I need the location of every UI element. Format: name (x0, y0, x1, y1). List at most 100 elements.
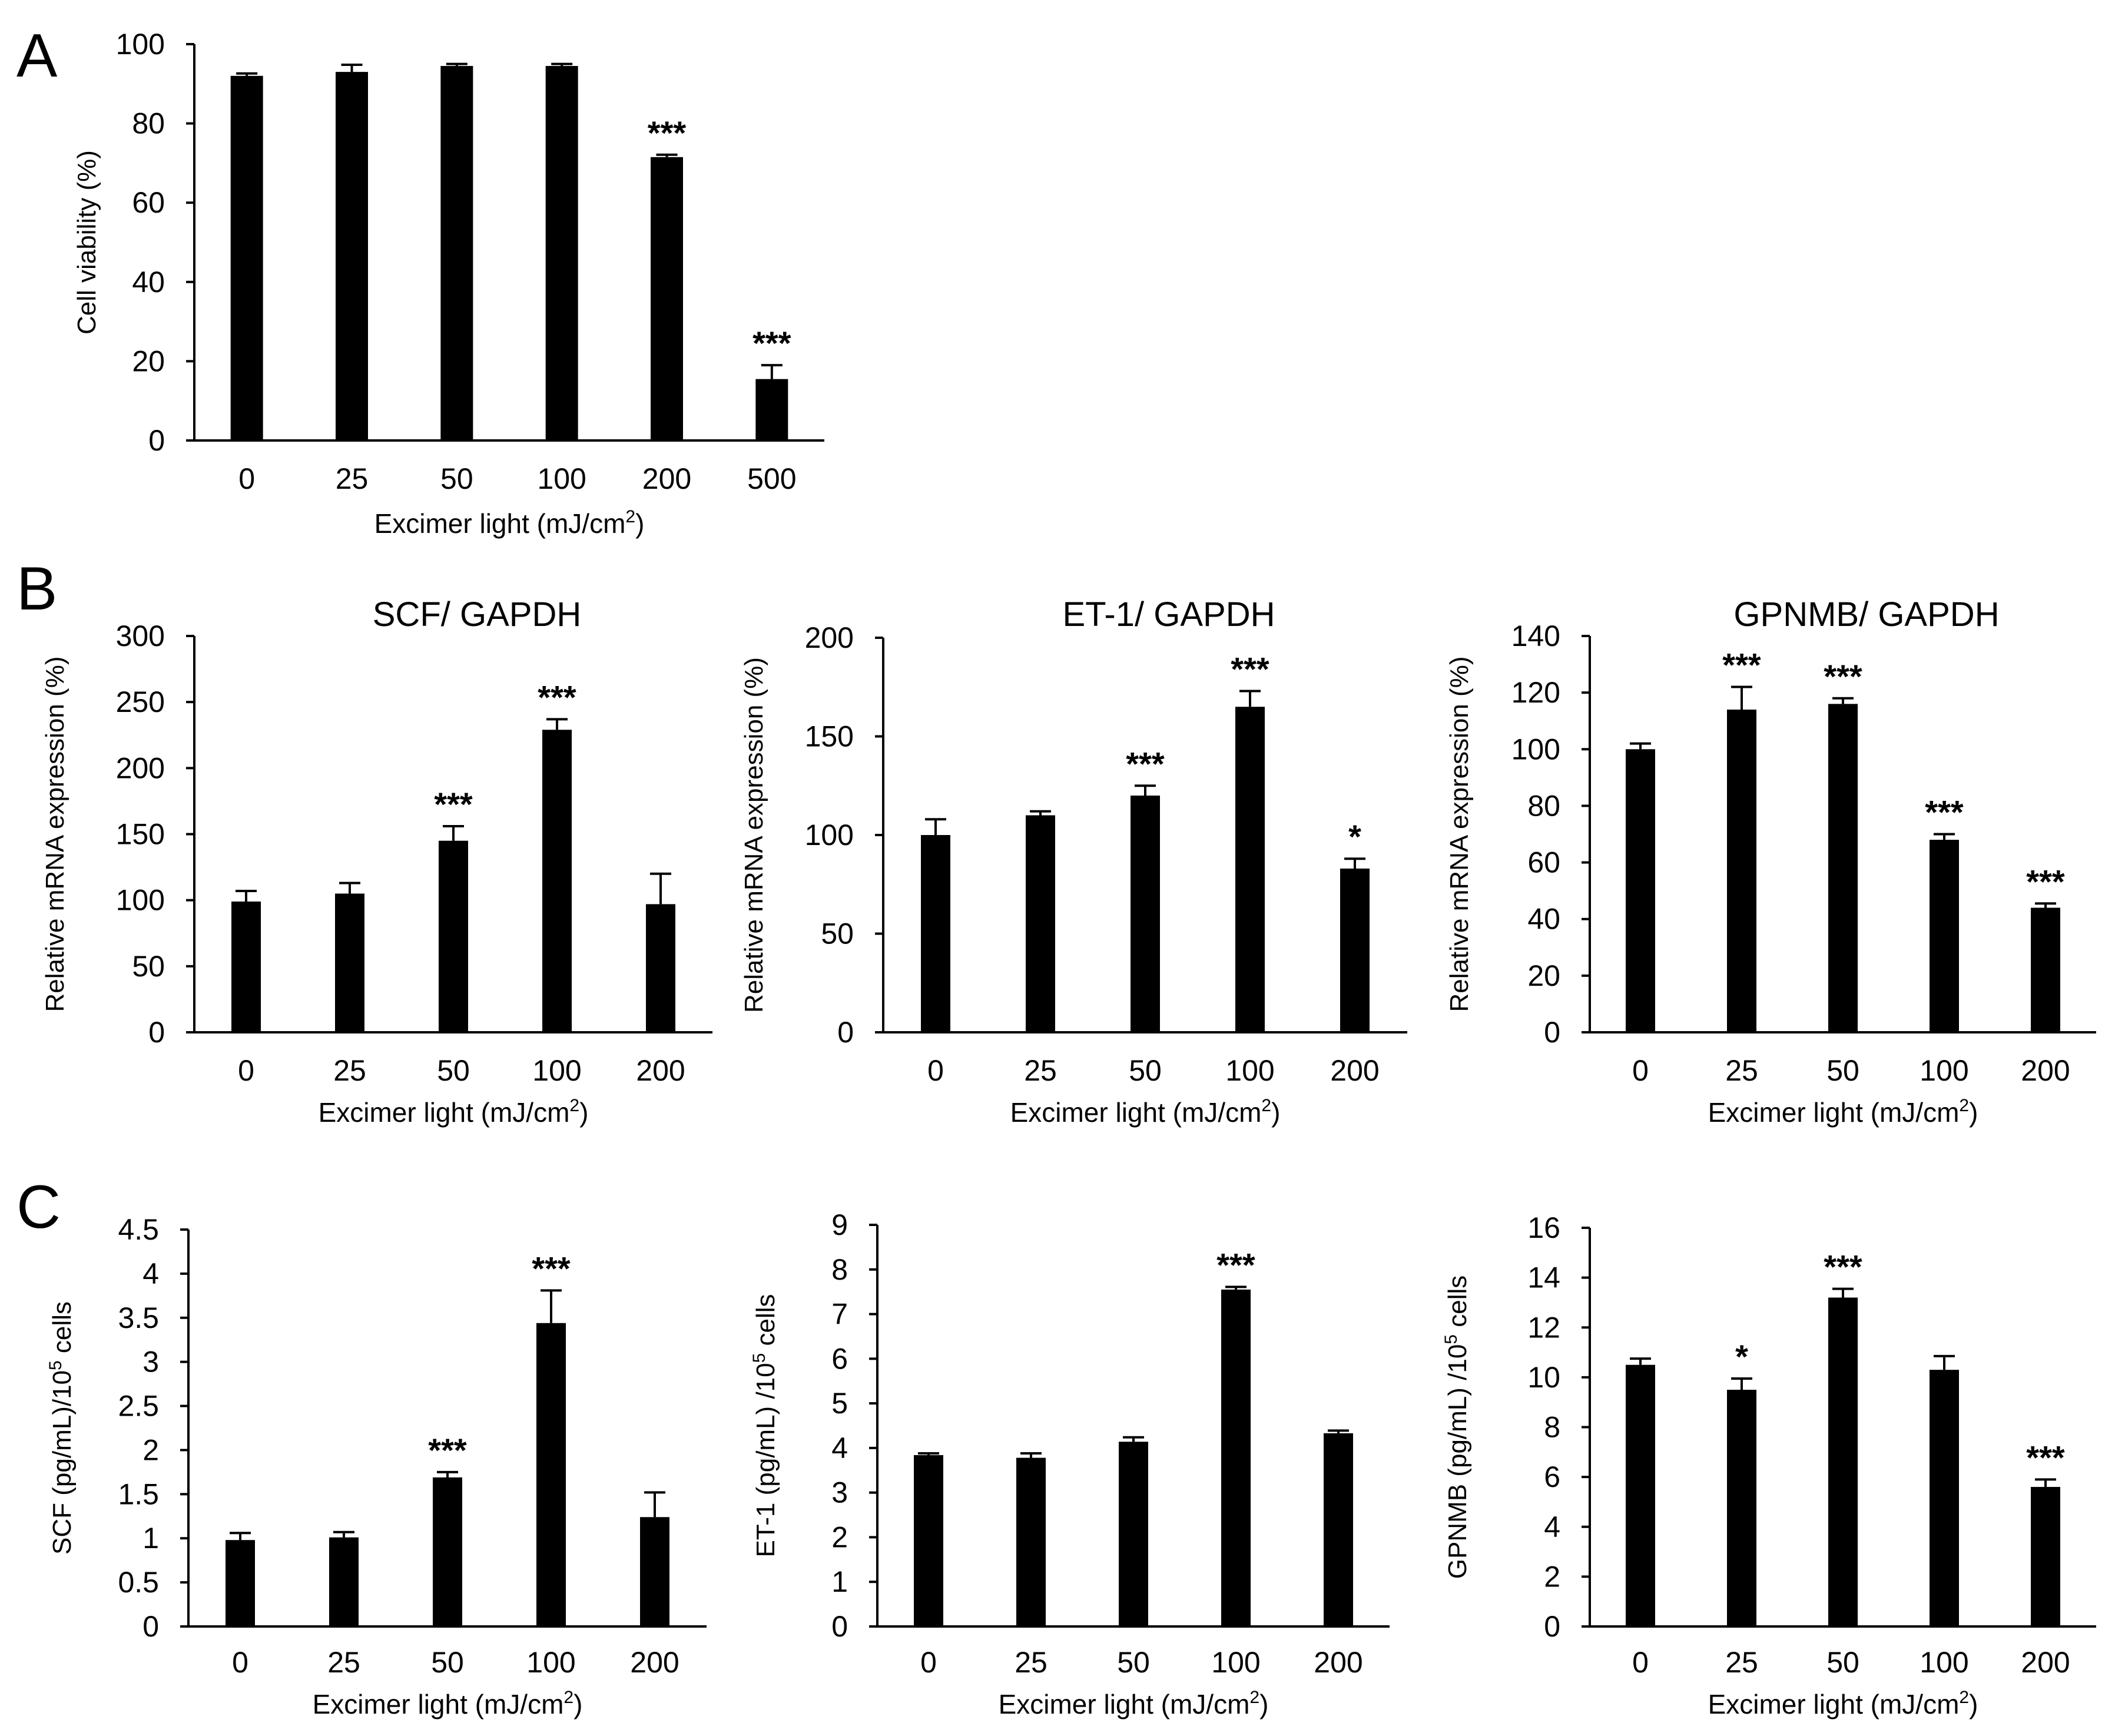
x-axis-label-end: ) (1259, 1689, 1268, 1720)
y-tick-label: 8 (1544, 1411, 1560, 1444)
bar (226, 1540, 255, 1626)
significance-marker: * (1735, 1338, 1748, 1375)
x-tick-label: 25 (1024, 1054, 1057, 1087)
significance-marker: *** (752, 324, 791, 362)
y-tick-label: 40 (132, 266, 165, 299)
y-axis-label-end: cells (751, 1294, 780, 1353)
y-tick-label: 140 (1511, 619, 1560, 652)
y-tick-label: 4.5 (118, 1213, 159, 1246)
bar (2031, 907, 2060, 1032)
x-axis-label-sup: 2 (569, 1096, 579, 1115)
x-tick-label: 200 (630, 1646, 679, 1679)
y-tick-label: 0 (1544, 1016, 1560, 1049)
y-tick-label: 3 (831, 1476, 848, 1509)
y-tick-label: 150 (805, 720, 854, 753)
x-axis-label-end: ) (573, 1689, 582, 1720)
significance-marker: *** (1722, 647, 1761, 684)
x-axis-label-text: Excimer light (mJ/cm (313, 1689, 564, 1720)
x-axis-label-end: ) (635, 508, 644, 539)
x-tick-label: 50 (437, 1054, 470, 1087)
chart-2: 0 50 100 150 200 250 300 0 25 *** 50 *** 100 200 Excim… (41, 595, 712, 1128)
x-tick-label: 50 (1117, 1646, 1150, 1679)
y-axis-label: Cell viability (%) (72, 150, 101, 334)
bar (1324, 1433, 1353, 1626)
bar (1727, 1390, 1756, 1626)
x-axis-label-text: Excimer light (mJ/cm (1708, 1097, 1960, 1128)
x-tick-label: 0 (920, 1646, 937, 1679)
y-tick-label: 12 (1527, 1311, 1560, 1344)
y-axis-label-sup: 5 (46, 1360, 65, 1370)
x-tick-label: 25 (327, 1646, 360, 1679)
bar (439, 840, 468, 1032)
y-tick-label: 100 (116, 884, 165, 917)
x-tick-label: 200 (642, 462, 691, 495)
y-tick-label: 0 (831, 1610, 848, 1643)
y-tick-label: 6 (831, 1342, 848, 1375)
x-axis-label-sup: 2 (1261, 1096, 1271, 1115)
bar (1235, 707, 1265, 1032)
bar (1930, 1370, 1959, 1626)
bar (536, 1323, 566, 1626)
x-axis-label-sup: 2 (1249, 1688, 1259, 1707)
chart-title: SCF/ GAPDH (373, 595, 582, 634)
bar (1626, 749, 1655, 1032)
x-tick-label: 50 (1826, 1054, 1859, 1087)
bar (231, 901, 261, 1032)
y-tick-label: 5 (831, 1387, 848, 1420)
y-tick-label: 50 (132, 950, 165, 983)
significance-marker: *** (428, 1432, 467, 1469)
y-tick-label: 20 (1527, 959, 1560, 992)
x-axis-label: Excimer light (mJ/cm2) (374, 507, 645, 539)
y-tick-label: 7 (831, 1298, 848, 1331)
y-tick-label: 100 (116, 28, 165, 61)
y-axis-label: ET-1 (pg/mL) /105 cells (750, 1294, 780, 1557)
y-tick-label: 0 (148, 1016, 165, 1049)
x-tick-label: 0 (232, 1646, 248, 1679)
x-axis-label-sup: 2 (1959, 1096, 1969, 1115)
y-axis-label: SCF (pg/mL)/105 cells (46, 1301, 77, 1555)
y-tick-label: 40 (1527, 903, 1560, 936)
bar (755, 379, 788, 440)
bar (651, 157, 683, 440)
panel-label-c: C (16, 1173, 61, 1241)
y-axis-label-text: GPNMB (pg/mL) /10 (1443, 1344, 1472, 1579)
x-tick-label: 200 (2021, 1054, 2070, 1087)
y-tick-label: 1.5 (118, 1477, 159, 1510)
x-tick-label: 25 (1725, 1646, 1758, 1679)
y-tick-label: 80 (132, 107, 165, 140)
y-axis-label-text: ET-1 (pg/mL) /10 (751, 1363, 780, 1557)
x-tick-label: 0 (1632, 1054, 1649, 1087)
x-tick-label: 0 (238, 1054, 254, 1087)
bar (336, 72, 368, 441)
x-axis-label-sup: 2 (625, 507, 635, 526)
y-tick-label: 4 (1544, 1510, 1560, 1543)
y-tick-label: 3.5 (118, 1301, 159, 1334)
y-axis-label: Relative mRNA expression (%) (41, 657, 69, 1012)
bar (1727, 709, 1756, 1032)
x-axis-label-text: Excimer light (mJ/cm (319, 1097, 570, 1128)
significance-marker: *** (538, 678, 576, 715)
significance-marker: *** (2026, 863, 2065, 900)
significance-marker: *** (1824, 658, 1862, 695)
x-axis-label-end: ) (1271, 1097, 1280, 1128)
x-tick-label: 100 (1920, 1646, 1968, 1679)
panel-label-a: A (16, 22, 58, 90)
y-tick-label: 100 (805, 819, 854, 852)
y-tick-label: 0 (837, 1016, 854, 1049)
y-tick-label: 4 (831, 1432, 848, 1465)
x-axis-label-end: ) (1969, 1097, 1978, 1128)
bar (1828, 704, 1858, 1032)
x-axis-label-text: Excimer light (mJ/cm (999, 1689, 1250, 1720)
y-axis-label-text: Relative mRNA expression (%) (740, 657, 768, 1013)
chart-3: 0 50 100 150 200 0 25 *** 50 *** 100 * 200 Excimer li… (740, 595, 1407, 1128)
y-axis-label-sup: 5 (750, 1353, 769, 1363)
significance-marker: *** (2026, 1439, 2065, 1476)
chart-1: 0 20 40 60 80 100 0 25 50 100 *** 200 *** 500 Excimer … (72, 28, 824, 539)
significance-marker: *** (1126, 745, 1165, 782)
bar (1626, 1364, 1655, 1626)
y-tick-label: 100 (1511, 733, 1560, 766)
x-tick-label: 25 (1015, 1646, 1047, 1679)
